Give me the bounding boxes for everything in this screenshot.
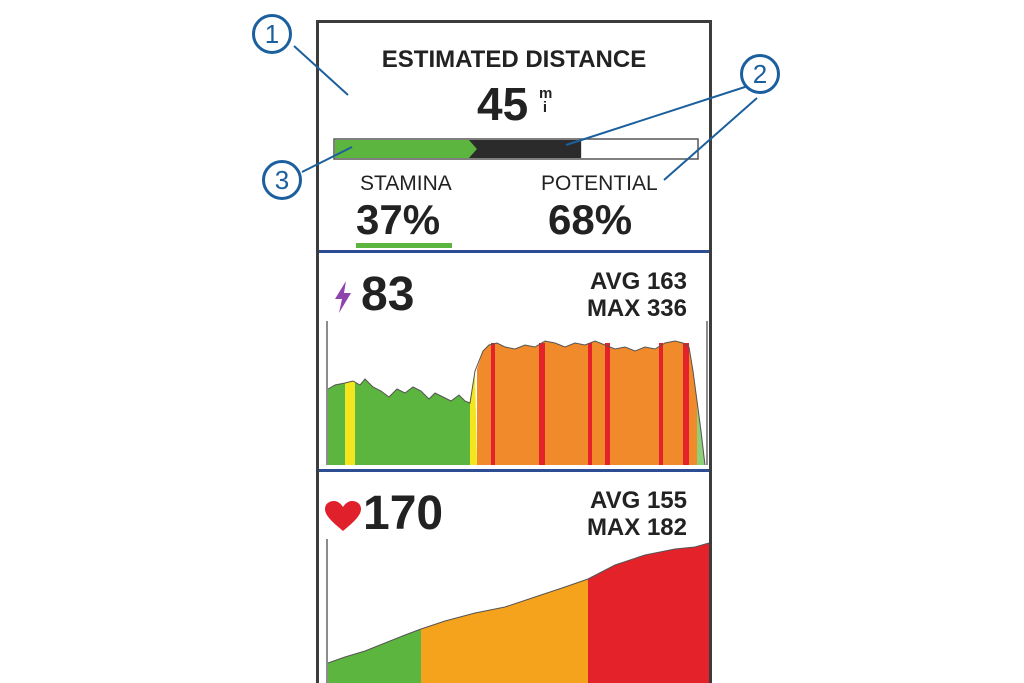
heart-rate-value: 170 [363,487,444,540]
power-avg: AVG 163 [587,268,687,295]
power-max-value: 336 [646,295,687,322]
heart-rate-max: MAX 182 [587,514,687,541]
callout-2-line-a [565,85,749,146]
power-stats: AVG 163 MAX 336 [587,268,687,322]
hr-area-green [328,629,421,683]
heart-rate-graph [326,539,709,683]
stamina-bar-stamina-fill [335,140,477,158]
heart-rate-stats: AVG 155 MAX 182 [587,487,687,541]
divider-bottom [319,469,709,472]
power-area-green [328,379,470,465]
hr-area-red [588,543,709,683]
power-spike-red-2 [539,343,545,465]
heart-rate-max-label: MAX [586,514,641,541]
hr-area-amber [421,579,588,683]
power-value: 83 [361,268,415,321]
stamina-value: 37% [356,196,441,243]
device-screen: ESTIMATED DISTANCE 45 m i STAMINA 37% PO… [316,20,712,683]
heart-icon [325,501,361,531]
power-spike-red-5 [659,343,663,465]
callout-1-line [293,45,349,96]
lightning-bolt-icon [335,281,351,313]
power-avg-label: AVG [590,268,641,295]
power-avg-value: 163 [646,268,687,295]
potential-label: POTENTIAL [541,172,658,195]
stamina-bar [333,138,699,160]
callout-3: 3 [262,160,302,200]
power-area-orange [477,341,697,465]
power-spike-red-6 [683,343,689,465]
potential-value: 68% [548,196,633,243]
callout-2-line-b [663,97,758,181]
distance-unit-top: m [539,85,553,102]
power-spike-red-3 [588,343,592,465]
distance-unit-bottom: i [542,99,548,116]
heart-rate-avg-value: 155 [646,487,687,514]
power-outline [327,340,706,466]
estimated-distance-value: 45 [477,78,529,130]
heart-rate-max-value: 182 [646,514,687,541]
divider-top [319,250,709,253]
power-area-yellow-1 [345,381,355,465]
power-max: MAX 336 [587,295,687,322]
heart-rate-avg: AVG 155 [587,487,687,514]
power-graph [326,321,708,466]
hr-outline [327,542,709,664]
power-max-label: MAX [586,295,641,322]
power-spike-red-4 [605,343,610,465]
stamina-underline [356,243,452,248]
distance-unit: m i [539,85,553,116]
stamina-label: STAMINA [360,172,452,195]
callout-1: 1 [252,14,292,54]
estimated-distance-title: ESTIMATED DISTANCE [381,46,647,73]
callout-2: 2 [740,54,780,94]
power-spike-red-1 [491,343,495,465]
heart-rate-avg-label: AVG [590,487,641,514]
callout-3-line [301,146,353,173]
